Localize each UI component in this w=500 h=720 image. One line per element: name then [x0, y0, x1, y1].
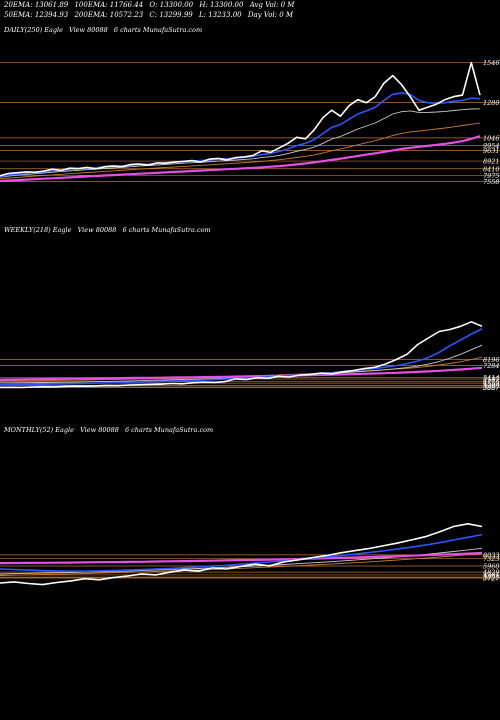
monthly-panel-title: MONTHLY(52) Eagle View 80088 6 charts Mu…	[4, 426, 217, 434]
monthly-tick-label: 5960	[483, 563, 500, 571]
daily-tick-label: 8921	[483, 158, 500, 166]
weekly-title-site: 6 charts MunafaSutra.com	[122, 226, 211, 234]
monthly-tick-label: 8033	[483, 551, 500, 559]
monthly-tick-label: 4301	[482, 571, 500, 579]
daily-tick-label: 7558	[483, 178, 500, 186]
monthly-tick-label: 4829	[482, 569, 500, 577]
weekly-tick-label: 5187	[483, 376, 500, 384]
stat-day-vol: Day Vol: 0 M	[247, 11, 294, 19]
daily-price-line	[0, 61, 481, 177]
monthly-ema-short-line	[0, 533, 483, 572]
stat-100ema: 100EMA: 11766.44	[74, 1, 144, 9]
stat-avg-vol: Avg Vol: 0 M	[249, 1, 295, 9]
stat-low: L: 13233.00	[198, 11, 242, 19]
weekly-title-views: View 80088	[77, 226, 117, 234]
weekly-tick-label: 3887	[483, 384, 500, 392]
stat-high: H: 13300.00	[199, 1, 244, 9]
monthly-title-views: View 80088	[80, 426, 119, 434]
stat-200ema: 200EMA: 10572.23	[74, 11, 144, 19]
weekly-panel-title: WEEKLY(218) Eagle View 80088 6 charts Mu…	[4, 226, 215, 234]
weekly-tick-label: 7284	[483, 362, 500, 370]
daily-ema-long-line	[0, 135, 481, 183]
stat-50ema: 50EMA: 12394.93	[4, 11, 69, 19]
weekly-tick-label: 4208	[482, 382, 500, 390]
monthly-tick-label: 3899	[483, 574, 500, 582]
daily-title-site: 6 charts MunafaSutra.com	[113, 26, 203, 34]
monthly-title-site: 6 charts MunafaSutra.com	[124, 426, 214, 434]
stats-header: 20EMA: 13061.89 100EMA: 11766.44 O: 1330…	[0, 0, 500, 20]
monthly-ema-long-line	[0, 551, 483, 565]
weekly-tick-label: 4776	[482, 378, 500, 386]
monthly-title-period: MONTHLY(52) Eagle	[4, 426, 74, 434]
weekly-tick-label: 8196	[483, 356, 500, 364]
daily-title-period: DAILY(250) Eagle	[4, 26, 63, 34]
daily-tick-label: 9954	[483, 142, 500, 150]
daily-panel-title: DAILY(250) Eagle View 80088 6 charts Mun…	[4, 26, 206, 34]
weekly-ema-long-line	[0, 366, 483, 381]
daily-tick-label: 8410	[483, 165, 500, 173]
daily-ema-short-line	[0, 92, 481, 178]
stat-close: C: 13299.99	[149, 11, 193, 19]
weekly-ema-short-line	[0, 328, 483, 386]
daily-tick-label: 10461	[483, 134, 500, 142]
daily-title-views: View 80088	[69, 26, 108, 34]
weekly-tick-label: 5414	[483, 374, 500, 382]
monthly-tick-label: 7323	[483, 555, 500, 563]
monthly-tick-label: 3727	[483, 575, 500, 583]
daily-tick-label: 7975	[483, 172, 500, 180]
daily-tick-label: 9631	[483, 147, 500, 155]
monthly-price-line	[0, 523, 483, 586]
stats-line-2: 50EMA: 12394.93 200EMA: 10572.23 C: 1329…	[4, 11, 297, 20]
weekly-tick-label: 4553	[482, 380, 500, 388]
stat-20ema: 20EMA: 13061.89	[4, 1, 69, 9]
monthly-ema-orange-line	[0, 553, 483, 576]
daily-ema-mid-line	[0, 108, 481, 178]
weekly-price-line	[0, 321, 483, 389]
stats-line-1: 20EMA: 13061.89 100EMA: 11766.44 O: 1330…	[4, 1, 298, 10]
daily-ema-orange-line	[0, 122, 481, 180]
stat-open: O: 13300.00	[149, 1, 194, 9]
weekly-title-period: WEEKLY(218) Eagle	[4, 226, 72, 234]
